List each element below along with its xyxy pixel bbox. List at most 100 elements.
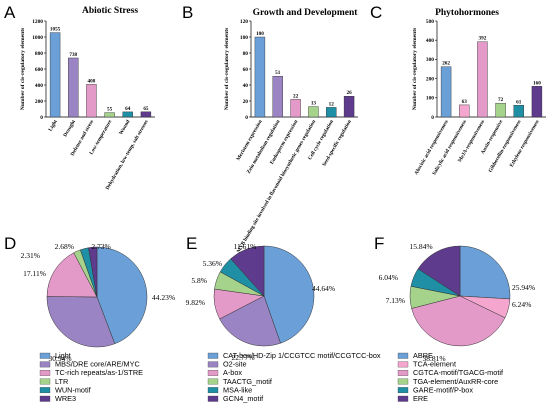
legend-swatch bbox=[39, 378, 51, 385]
legend-label: WUN-motif bbox=[55, 385, 92, 394]
slice-percent-label: 9.82% bbox=[186, 298, 205, 307]
bar-value-label: 22 bbox=[293, 93, 299, 99]
y-tick-label: 400 bbox=[426, 38, 434, 44]
bar-value-label: 51 bbox=[275, 70, 281, 76]
slice-percent-label: 44.64% bbox=[312, 284, 335, 293]
bar-value-label: 26 bbox=[346, 90, 352, 96]
legend-swatch bbox=[397, 378, 409, 385]
legend-swatch bbox=[397, 387, 409, 394]
panel-b-bar-chart: B Growth and Development 0 20 40 60 80 100 120 Nu… bbox=[182, 3, 358, 254]
y-tick-label: 0 bbox=[245, 115, 248, 121]
pie-slice bbox=[417, 245, 461, 297]
panel-label-d: D bbox=[4, 234, 16, 253]
panel-label-c: C bbox=[370, 3, 382, 22]
bar-value-label: 160 bbox=[533, 80, 541, 86]
panel-label-b: B bbox=[182, 3, 193, 22]
slice-percent-label: 5.8% bbox=[191, 276, 207, 285]
bar-value-label: 262 bbox=[442, 61, 450, 67]
y-tick-label: 40 bbox=[243, 83, 249, 89]
y-tick-label: 20 bbox=[243, 99, 249, 105]
legend-label: ABRE bbox=[413, 351, 433, 360]
bar-value-label: 738 bbox=[69, 52, 77, 58]
slice-percent-label: 7.13% bbox=[386, 296, 405, 305]
legend-swatch bbox=[207, 352, 219, 359]
bar bbox=[86, 84, 97, 118]
legend-label: ERE bbox=[413, 394, 428, 403]
y-tick-label: 500 bbox=[426, 19, 434, 25]
slice-percent-label: 17.11% bbox=[23, 269, 46, 278]
bar-value-label: 61 bbox=[516, 99, 522, 105]
legend-label: Light bbox=[55, 351, 71, 360]
bar bbox=[68, 57, 79, 118]
x-category-label: Drought bbox=[62, 119, 77, 138]
legend-label: GARE-motif/P-box bbox=[413, 385, 473, 394]
slice-percent-label: 22.77% bbox=[231, 353, 254, 362]
bar bbox=[308, 106, 319, 118]
panel-d-pie-chart: D 44.23% 30.94% 17.11% 2.31% 2.68% 2.73% LightM… bbox=[4, 234, 175, 403]
bar-value-label: 64 bbox=[125, 106, 131, 112]
slice-percent-label: 44.23% bbox=[152, 293, 175, 302]
y-tick-label: 0 bbox=[431, 115, 434, 121]
bar bbox=[140, 111, 152, 118]
pie-slice bbox=[46, 252, 98, 298]
legend-label: O2-site bbox=[223, 360, 247, 369]
bar-value-label: 1055 bbox=[50, 27, 61, 33]
bar-value-label: 65 bbox=[143, 106, 149, 112]
slice-percent-label: 15.84% bbox=[409, 242, 432, 251]
pie-slice bbox=[459, 245, 511, 300]
panel-title: Growth and Development bbox=[253, 8, 359, 18]
y-tick-label: 100 bbox=[240, 35, 248, 41]
slice-percent-label: 6.24% bbox=[512, 300, 531, 309]
pie-slice bbox=[219, 295, 281, 347]
panel-c-bar-chart: C Phytohormones 0 100 200 300 400 500 Number of … bbox=[370, 3, 546, 176]
bar bbox=[122, 111, 133, 118]
y-tick-label: 200 bbox=[35, 99, 43, 105]
legend-label: GCN4_motif bbox=[223, 394, 264, 403]
legend-swatch bbox=[39, 352, 51, 359]
bar-value-label: 12 bbox=[329, 101, 335, 107]
bar bbox=[513, 105, 524, 118]
panel-label-a: A bbox=[4, 3, 16, 22]
legend-swatch bbox=[39, 370, 51, 376]
pie-slice bbox=[230, 245, 265, 297]
legend-swatch bbox=[39, 387, 51, 394]
bar bbox=[531, 86, 543, 118]
bar-value-label: 55 bbox=[107, 107, 113, 113]
pie-slice bbox=[88, 246, 98, 298]
panel-e-pie-chart: E 44.64% 22.77% 9.82% 5.8% 5.36% 11.61% CAT-box… bbox=[186, 234, 381, 403]
bar-value-label: 63 bbox=[462, 99, 468, 105]
bar-value-label: 72 bbox=[498, 97, 504, 103]
pie-slice bbox=[263, 245, 315, 344]
y-tick-label: 1200 bbox=[32, 19, 43, 25]
bar bbox=[440, 66, 452, 118]
slice-percent-label: 2.73% bbox=[91, 242, 110, 251]
legend-swatch bbox=[397, 352, 409, 359]
legend-label: WRE3 bbox=[55, 394, 76, 403]
pie-slice bbox=[46, 296, 116, 348]
legend-label: TGA-element/AuxRR-core bbox=[413, 377, 498, 386]
y-tick-label: 100 bbox=[426, 96, 434, 102]
legend-swatch bbox=[207, 361, 219, 368]
bar bbox=[343, 95, 355, 118]
slice-percent-label: 38.81% bbox=[422, 354, 445, 363]
y-tick-label: 400 bbox=[35, 83, 43, 89]
panel-label-e: E bbox=[186, 234, 197, 253]
panel-title: Phytohormones bbox=[435, 8, 499, 18]
bar bbox=[459, 104, 470, 118]
y-tick-label: 300 bbox=[426, 57, 434, 63]
legend-swatch bbox=[207, 387, 219, 394]
legend-swatch bbox=[397, 395, 409, 402]
y-tick-label: 600 bbox=[35, 67, 43, 73]
legend-label: LTR bbox=[55, 377, 68, 386]
pie-slice bbox=[96, 246, 148, 345]
legend-swatch bbox=[39, 361, 51, 368]
panel-title: Abiotic Stress bbox=[82, 6, 138, 16]
legend-swatch bbox=[207, 370, 219, 376]
legend-swatch bbox=[397, 370, 409, 376]
pie-slice bbox=[411, 295, 506, 347]
slice-percent-label: 30.94% bbox=[48, 354, 71, 363]
bar-value-label: 13 bbox=[311, 101, 317, 107]
legend-label: MSA-like bbox=[223, 385, 252, 394]
bar bbox=[49, 32, 61, 118]
